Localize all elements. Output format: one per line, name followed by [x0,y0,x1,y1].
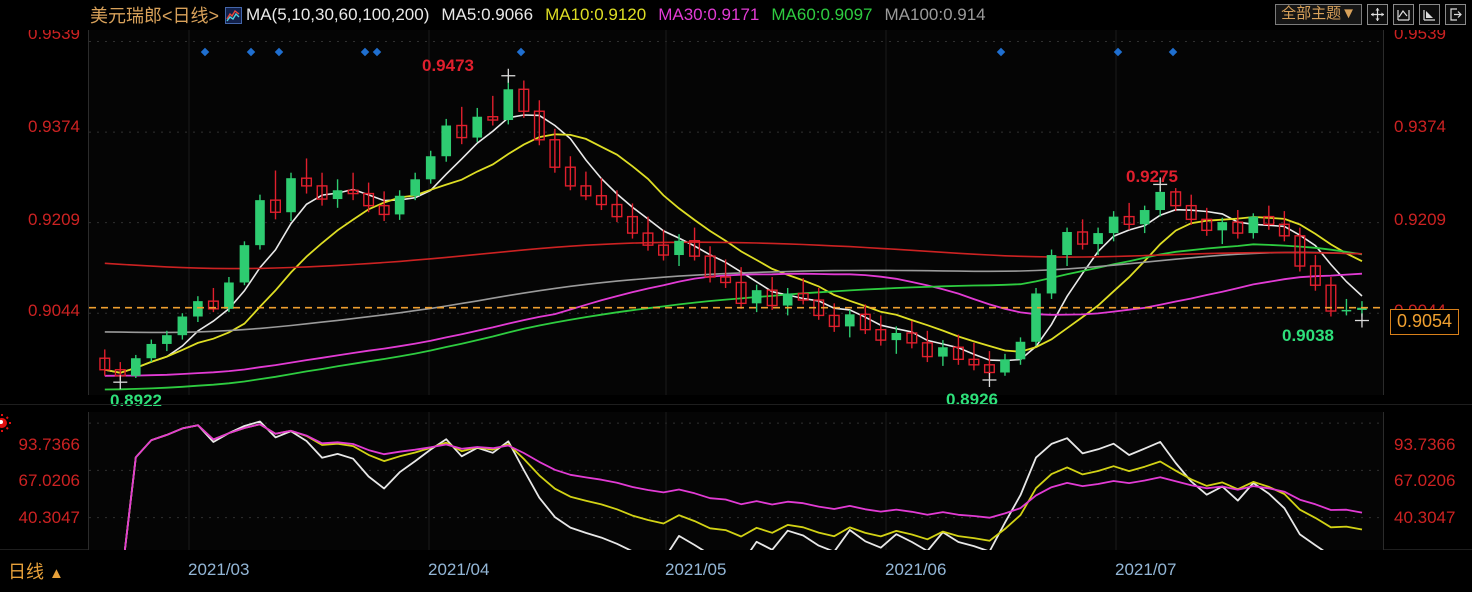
theme-selector-dropdown[interactable]: 全部主题▼ [1275,4,1362,25]
rsi-tick-left-1: 67.0206 [18,471,80,490]
ma10-value: MA10:0.9120 [545,5,647,24]
header-toolbar: 全部主题▼ [1275,4,1466,25]
price-tick-left-2: 0.9209 [28,210,80,229]
time-axis: 日线 ▲ 2021/03 2021/04 2021/05 2021/06 2021… [0,550,1472,592]
ma60-value: MA60:0.9097 [771,5,873,24]
rsi-chart-panel[interactable] [88,412,1385,590]
time-tick-0: 2021/03 [188,560,250,579]
playback-icon[interactable] [1419,4,1440,25]
symbol-title[interactable]: 美元瑞郎<日线> [90,6,220,26]
recent-low-label: 0.9038 [1282,326,1334,345]
price-tick-left-3: 0.9044 [28,301,80,320]
ma5-value: MA5:0.9066 [441,5,534,24]
alert-sun-icon[interactable] [0,410,18,436]
time-tick-3: 2021/06 [885,560,947,579]
timeframe-arrow-icon: ▲ [49,565,64,582]
price-tick-left-1: 0.9374 [28,117,80,136]
ma-indicator-icon[interactable] [225,6,243,24]
rsi-plot [89,412,1385,590]
timeframe-button[interactable]: 日线 ▲ [8,558,64,584]
price-tick-right-1: 0.9374 [1394,117,1446,136]
time-tick-1: 2021/04 [428,560,490,579]
timeframe-label: 日线 [8,562,44,582]
swing-low-label-2: 0.8926 [946,390,998,409]
price-tick-right-2: 0.9209 [1394,210,1446,229]
price-chart-panel[interactable] [88,30,1385,395]
candlestick-plot [89,30,1385,395]
rsi-tick-right-2: 40.3047 [1394,508,1456,527]
rsi-tick-right-1: 67.0206 [1394,471,1456,490]
ma100-value: MA100:0.914 [884,5,986,24]
export-icon[interactable] [1445,4,1466,25]
measure-icon[interactable] [1393,4,1414,25]
swing-high-label: 0.9473 [422,56,474,75]
rsi-tick-right-0: 93.7366 [1394,435,1456,454]
crosshair-icon[interactable] [1367,4,1388,25]
swing-low-label: 0.8922 [110,391,162,410]
panel-divider [0,404,1472,405]
rsi-tick-left-0: 93.7366 [18,435,80,454]
ma-parameters-label: MA(5,10,30,60,100,200) [246,5,430,24]
chart-header: 美元瑞郎<日线> MA(5,10,30,60,100,200) MA5:0.90… [0,0,1472,30]
time-tick-2: 2021/05 [665,560,727,579]
time-tick-4: 2021/07 [1115,560,1177,579]
last-price-badge[interactable]: 0.9054 [1390,309,1460,335]
swing-high-label-2: 0.9275 [1126,167,1178,186]
ma30-value: MA30:0.9171 [658,5,760,24]
rsi-tick-left-2: 40.3047 [18,508,80,527]
